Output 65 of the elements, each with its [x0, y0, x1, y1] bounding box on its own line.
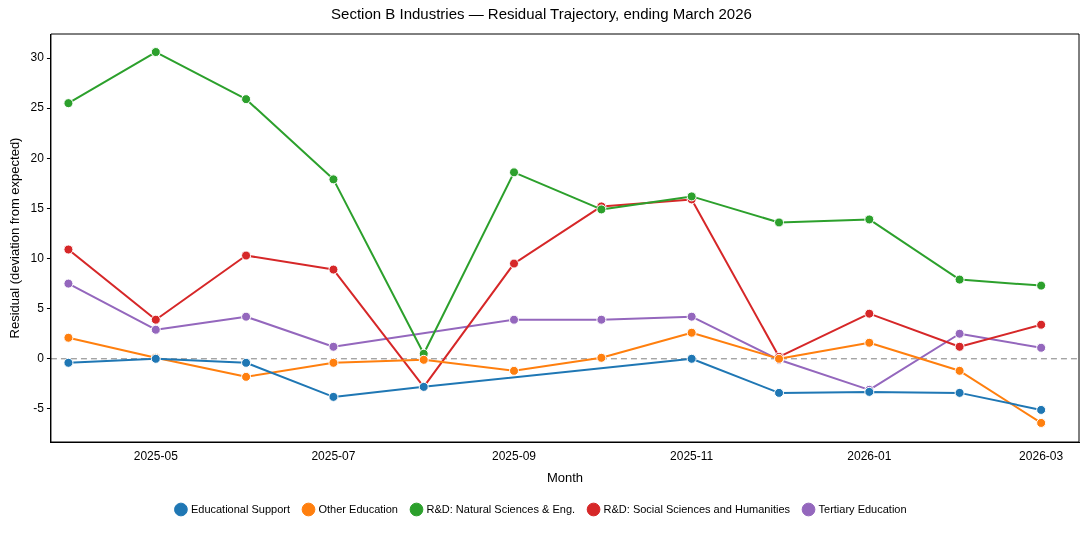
point [150, 314, 161, 325]
legend-label: R&D: Social Sciences and Humanities [603, 502, 791, 515]
point [241, 94, 252, 105]
point [418, 354, 429, 365]
y-tick-label: 0 [37, 351, 45, 366]
y-tick-label: 25 [30, 100, 45, 115]
x-tick-label: 2025-09 [491, 448, 537, 463]
point [1036, 342, 1047, 353]
point [686, 311, 697, 322]
point [509, 314, 520, 325]
point [686, 353, 697, 364]
point [150, 47, 161, 58]
legend-label: Tertiary Education [818, 502, 907, 515]
point [328, 357, 339, 368]
point [328, 174, 339, 185]
point [241, 371, 252, 382]
point [954, 341, 965, 352]
y-tick-label: 20 [30, 150, 45, 165]
point [686, 327, 697, 338]
point [241, 357, 252, 368]
point [1036, 280, 1047, 291]
point [1036, 417, 1047, 428]
point [63, 357, 74, 368]
y-tick-label: 15 [30, 200, 45, 215]
point [509, 258, 520, 269]
point [596, 352, 607, 363]
y-tick-label: 30 [30, 50, 45, 65]
point [63, 332, 74, 343]
point [596, 314, 607, 325]
point [63, 98, 74, 109]
point [774, 217, 785, 228]
x-tick-label: 2026-03 [1019, 448, 1064, 463]
point [63, 278, 74, 289]
point [1036, 319, 1047, 330]
point [954, 328, 965, 339]
x-tick-label: 2026-01 [847, 448, 892, 463]
point [864, 308, 875, 319]
point [328, 341, 339, 352]
point [1036, 404, 1047, 415]
legend-label: R&D: Natural Sciences & Eng. [426, 502, 576, 515]
legend-label: Other Education [318, 502, 398, 515]
point [864, 337, 875, 348]
point [150, 324, 161, 335]
point [954, 387, 965, 398]
x-axis-title: Month [546, 469, 584, 485]
y-tick-label: 10 [30, 250, 45, 265]
point [954, 274, 965, 285]
point [241, 311, 252, 322]
point [328, 391, 339, 402]
point [864, 214, 875, 225]
point [774, 387, 785, 398]
point [241, 250, 252, 261]
x-tick-label: 2025-11 [670, 448, 714, 463]
point [509, 167, 520, 178]
point [509, 365, 520, 376]
y-tick-label: -5 [33, 401, 45, 416]
point [63, 244, 74, 255]
y-tick-label: 5 [37, 300, 45, 315]
x-tick-label: 2025-05 [133, 448, 179, 463]
chart-title: Section B Industries — Residual Trajectory, ending March 2026 [331, 5, 752, 23]
point [328, 264, 339, 275]
point [954, 365, 965, 376]
x-tick-label: 2025-07 [311, 448, 356, 463]
legend-label: Educational Support [190, 502, 291, 515]
y-axis-title: Residual (deviation from expected) [7, 137, 23, 339]
